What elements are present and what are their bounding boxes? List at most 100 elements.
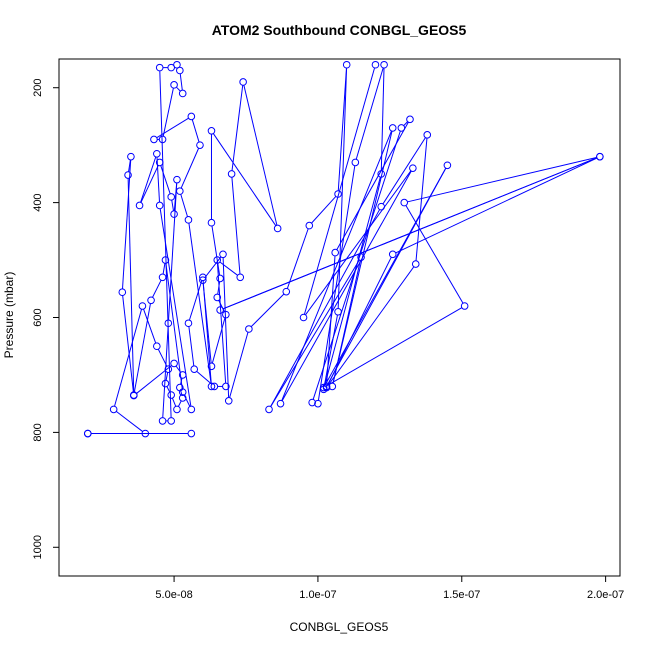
data-point	[213, 256, 222, 264]
data-point	[170, 210, 178, 218]
data-point	[147, 296, 155, 305]
data-point	[213, 293, 222, 302]
data-point	[460, 302, 469, 310]
data-point	[155, 201, 164, 210]
data-point	[178, 394, 187, 402]
data-point	[236, 273, 245, 282]
series-segment	[324, 177, 381, 387]
data-point	[334, 307, 342, 316]
series-segment	[114, 309, 142, 407]
data-point	[276, 399, 285, 408]
data-point	[351, 158, 360, 167]
series-segment	[337, 68, 347, 191]
data-point	[158, 417, 167, 425]
data-point	[124, 171, 132, 179]
series-segment	[180, 390, 183, 395]
data-point	[167, 417, 175, 425]
series-segment	[222, 257, 230, 398]
series-segment	[122, 160, 132, 289]
series-segment	[162, 326, 169, 418]
data-point	[305, 221, 314, 230]
data-point	[184, 319, 193, 328]
series-segment	[171, 200, 174, 211]
series-segment	[159, 71, 172, 418]
x-tick-label: 1.5e-07	[443, 589, 480, 601]
y-tick-label: 400	[32, 193, 44, 211]
series-segment	[219, 261, 238, 276]
data-point	[400, 198, 409, 207]
data-point	[118, 288, 127, 297]
series-segment	[204, 256, 222, 278]
series-segment	[191, 119, 200, 142]
data-point	[406, 115, 414, 124]
series-segment	[128, 160, 131, 172]
series-segment	[188, 223, 212, 384]
series-segment	[405, 205, 464, 304]
x-tick-label: 2.0e-07	[587, 589, 624, 601]
data-point	[207, 127, 216, 135]
series-segment	[172, 398, 177, 407]
series-segment	[311, 196, 337, 224]
data-point	[207, 382, 216, 391]
data-point	[219, 250, 227, 259]
data-point	[411, 260, 420, 268]
data-point	[331, 248, 339, 257]
series-segment	[407, 156, 597, 203]
data-point	[127, 152, 135, 161]
series-segment	[165, 263, 183, 389]
data-point	[109, 405, 118, 414]
y-tick-label: 1000	[32, 535, 44, 559]
data-point	[178, 388, 187, 396]
series-segment	[183, 395, 191, 407]
data-point	[210, 382, 219, 391]
data-point	[178, 89, 187, 98]
series-segment	[189, 280, 203, 321]
plot-frame	[58, 58, 621, 577]
data-point	[273, 224, 282, 233]
data-point	[158, 135, 167, 144]
chart-title: ATOM2 Southbound CONBGL_GEOS5	[212, 22, 467, 38]
series-segment	[270, 209, 380, 407]
data-point	[130, 391, 138, 399]
data-point	[328, 382, 337, 391]
data-point	[190, 365, 199, 374]
series-segment	[336, 122, 409, 250]
series-segment	[127, 178, 135, 392]
data-point	[216, 306, 224, 314]
data-point	[187, 429, 196, 438]
data-point	[83, 429, 92, 438]
axes: 5.0e-08 1.0e-07 1.5e-07 2.0e-07 200 400 600 800…	[32, 79, 624, 601]
data-point	[150, 135, 158, 144]
data-point	[164, 319, 173, 328]
series-segment	[382, 137, 426, 204]
series-segment	[165, 372, 169, 381]
data-point	[227, 170, 236, 178]
y-tick-label: 800	[32, 423, 44, 441]
data-point	[187, 405, 196, 414]
series-segment	[231, 85, 244, 171]
series-segment	[168, 183, 178, 320]
series-segment	[326, 307, 462, 387]
series-segment	[160, 165, 171, 194]
data-point	[380, 60, 388, 69]
series-segment	[317, 165, 356, 401]
data-point	[170, 359, 178, 368]
data-point	[308, 398, 316, 407]
series-segment	[217, 281, 221, 295]
data-point	[409, 164, 417, 172]
data-series	[83, 60, 604, 438]
series-segment	[223, 157, 597, 310]
series-segment	[231, 177, 241, 274]
data-point	[173, 405, 181, 414]
x-tick-label: 5.0e-08	[155, 589, 192, 601]
series-segment	[395, 157, 597, 254]
data-point	[371, 60, 380, 69]
data-point	[397, 124, 406, 132]
series-segment	[162, 263, 166, 274]
data-point	[187, 112, 196, 121]
data-point	[222, 382, 230, 391]
data-point	[199, 273, 207, 282]
data-point	[207, 362, 216, 371]
series-segment	[162, 88, 174, 137]
